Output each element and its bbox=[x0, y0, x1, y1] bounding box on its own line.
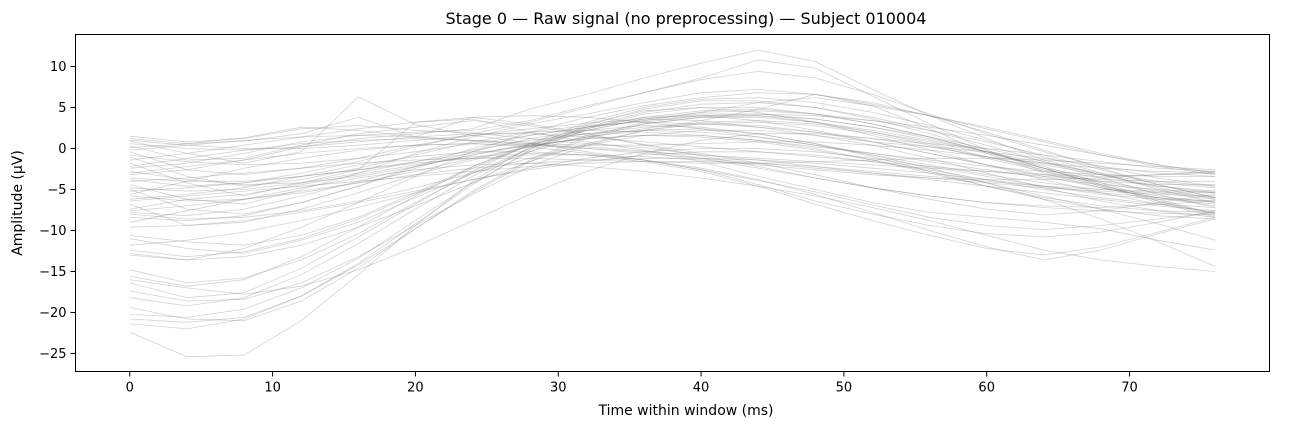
series-line-17 bbox=[129, 134, 1216, 241]
series-line-38 bbox=[129, 157, 1216, 212]
series-line-2 bbox=[129, 96, 1216, 231]
y-tick-label: −10 bbox=[39, 224, 66, 239]
y-tick-label: −15 bbox=[39, 265, 66, 280]
series-lines bbox=[129, 49, 1216, 358]
x-tick-label: 40 bbox=[693, 381, 710, 396]
series-line-20 bbox=[129, 110, 1216, 246]
series-line-29 bbox=[129, 100, 1216, 330]
series-line-1 bbox=[129, 116, 1216, 251]
series-line-26 bbox=[129, 97, 1216, 299]
y-tick-label: 5 bbox=[58, 101, 66, 116]
series-line-25 bbox=[129, 115, 1216, 287]
series-line-47 bbox=[129, 134, 1216, 213]
series-line-10 bbox=[129, 59, 1216, 203]
series-line-41 bbox=[129, 133, 1216, 295]
series-line-50 bbox=[129, 121, 1216, 261]
x-tick-label: 20 bbox=[407, 381, 424, 396]
series-line-16 bbox=[129, 152, 1216, 261]
series-line-52 bbox=[129, 129, 1216, 194]
series-line-3 bbox=[129, 120, 1216, 216]
series-line-33 bbox=[129, 157, 1216, 182]
x-tick-label: 50 bbox=[836, 381, 853, 396]
series-line-19 bbox=[129, 162, 1216, 272]
series-line-4 bbox=[129, 116, 1216, 216]
series-line-53 bbox=[129, 129, 1216, 177]
x-tick-label: 60 bbox=[978, 381, 995, 396]
series-line-31 bbox=[129, 138, 1216, 197]
series-line-42 bbox=[129, 120, 1216, 302]
series-line-27 bbox=[129, 102, 1216, 307]
series-line-35 bbox=[129, 113, 1216, 174]
series-line-0 bbox=[129, 125, 1216, 212]
series-line-34 bbox=[129, 154, 1216, 192]
y-axis-ticks: 10 5 0 −5 −10 −15 −20 −25 bbox=[39, 60, 76, 362]
series-line-5 bbox=[129, 118, 1216, 177]
series-line-21 bbox=[129, 115, 1216, 254]
y-tick-label: −20 bbox=[39, 306, 66, 321]
series-line-45 bbox=[129, 133, 1216, 182]
series-line-24 bbox=[129, 113, 1216, 284]
series-line-49 bbox=[129, 129, 1216, 220]
x-tick-label: 30 bbox=[550, 381, 567, 396]
series-line-30 bbox=[129, 107, 1216, 358]
series-line-13 bbox=[129, 143, 1216, 238]
series-line-51 bbox=[129, 123, 1216, 186]
chart-title: Stage 0 — Raw signal (no preprocessing) … bbox=[446, 9, 927, 28]
series-line-48 bbox=[129, 128, 1216, 220]
series-line-11 bbox=[129, 88, 1216, 205]
series-line-32 bbox=[129, 143, 1216, 177]
series-line-6 bbox=[129, 121, 1216, 187]
series-line-8 bbox=[129, 70, 1216, 187]
series-line-9 bbox=[129, 49, 1216, 194]
series-line-28 bbox=[129, 107, 1216, 318]
x-tick-label: 0 bbox=[126, 381, 134, 396]
y-tick-label: 0 bbox=[58, 142, 66, 157]
series-line-39 bbox=[129, 151, 1216, 228]
series-line-12 bbox=[129, 97, 1216, 215]
series-line-23 bbox=[129, 92, 1216, 261]
x-axis-title: Time within window (ms) bbox=[597, 403, 773, 419]
x-axis-ticks: 0 10 20 30 40 50 60 70 bbox=[126, 371, 1138, 396]
plot-frame bbox=[75, 34, 1270, 372]
series-line-40 bbox=[129, 148, 1216, 246]
series-line-44 bbox=[129, 116, 1216, 323]
y-tick-label: −5 bbox=[47, 183, 66, 198]
y-axis-title: Amplitude (µV) bbox=[10, 150, 26, 256]
series-line-36 bbox=[129, 115, 1216, 194]
series-line-14 bbox=[129, 151, 1216, 256]
y-tick-label: 10 bbox=[50, 60, 67, 75]
x-tick-label: 70 bbox=[1121, 381, 1138, 396]
series-line-46 bbox=[129, 134, 1216, 174]
y-tick-label: −25 bbox=[39, 347, 66, 362]
series-line-43 bbox=[129, 115, 1216, 322]
series-line-18 bbox=[129, 125, 1216, 267]
series-line-7 bbox=[129, 118, 1216, 208]
x-tick-label: 10 bbox=[264, 381, 281, 396]
series-line-37 bbox=[129, 161, 1216, 202]
series-line-15 bbox=[129, 93, 1216, 226]
series-line-22 bbox=[129, 108, 1216, 258]
